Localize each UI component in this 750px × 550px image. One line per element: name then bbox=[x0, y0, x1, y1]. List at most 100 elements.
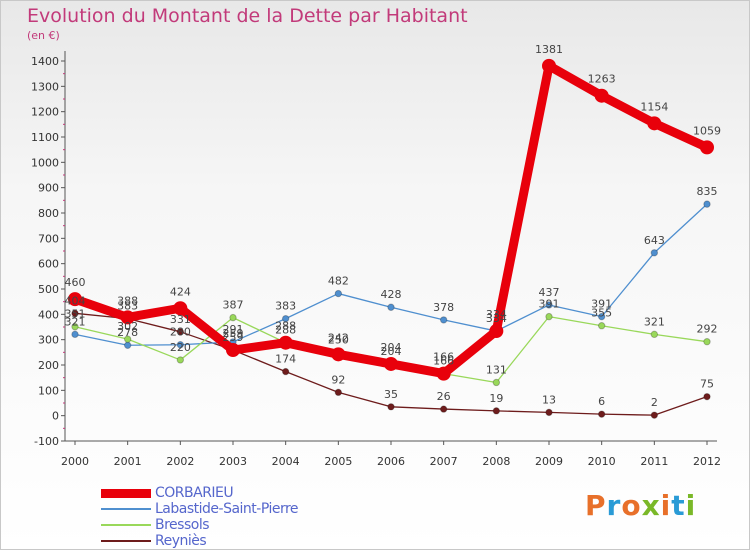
legend-swatch bbox=[101, 524, 151, 526]
data-point bbox=[387, 303, 395, 311]
logo-letter: i bbox=[660, 489, 672, 522]
data-label: 1059 bbox=[693, 124, 721, 137]
data-label: 351 bbox=[65, 308, 86, 321]
data-label: 1263 bbox=[588, 73, 616, 86]
x-tick-label: 2000 bbox=[61, 455, 89, 468]
data-label: 424 bbox=[170, 285, 191, 298]
data-label: 250 bbox=[328, 333, 349, 346]
legend: CORBARIEU Labastide-Saint-Pierre Bressols R… bbox=[101, 485, 299, 549]
data-label: 1381 bbox=[535, 43, 563, 56]
y-tick-label: 800 bbox=[38, 207, 59, 220]
logo-letter: o bbox=[621, 489, 642, 522]
legend-label: Reyniès bbox=[155, 533, 207, 549]
y-tick-label: 300 bbox=[38, 334, 59, 347]
data-point bbox=[278, 335, 293, 350]
data-label: 13 bbox=[542, 393, 556, 406]
data-label: 291 bbox=[223, 323, 244, 336]
x-tick-label: 2009 bbox=[535, 455, 563, 468]
x-tick-label: 2003 bbox=[219, 455, 247, 468]
data-point bbox=[700, 140, 714, 155]
data-point bbox=[123, 341, 132, 349]
data-label: 334 bbox=[486, 312, 507, 325]
data-label: 288 bbox=[275, 320, 296, 333]
data-label: 387 bbox=[223, 299, 244, 312]
legend-label: Labastide-Saint-Pierre bbox=[155, 501, 299, 517]
legend-label: CORBARIEU bbox=[155, 485, 234, 501]
logo-letter: i bbox=[685, 489, 697, 522]
chart-title: Evolution du Montant de la Dette par Hab… bbox=[27, 5, 468, 27]
data-point bbox=[334, 289, 343, 298]
data-point bbox=[71, 309, 79, 318]
data-label: 19 bbox=[489, 392, 503, 405]
data-label: 75 bbox=[700, 378, 714, 391]
x-tick-label: 2004 bbox=[272, 455, 300, 468]
data-point bbox=[545, 312, 553, 321]
data-point bbox=[542, 58, 556, 73]
data-label: 35 bbox=[384, 388, 398, 401]
data-point bbox=[597, 410, 606, 418]
data-point bbox=[123, 335, 132, 343]
data-label: 2 bbox=[651, 396, 658, 409]
data-label: 92 bbox=[331, 373, 345, 386]
data-label: 460 bbox=[65, 276, 86, 289]
data-label: 383 bbox=[275, 300, 296, 313]
data-point bbox=[384, 356, 398, 371]
logo-letter: x bbox=[641, 489, 661, 522]
data-point bbox=[439, 316, 448, 324]
data-label: 166 bbox=[433, 351, 454, 364]
y-tick-label: 700 bbox=[38, 232, 59, 245]
data-label: 6 bbox=[598, 395, 605, 408]
y-tick-label: 200 bbox=[38, 359, 59, 372]
legend-item: Reyniès bbox=[101, 533, 298, 549]
data-label: 391 bbox=[539, 298, 560, 311]
data-label: 334 bbox=[486, 308, 507, 321]
data-label: 437 bbox=[539, 286, 560, 299]
logo-letter: P bbox=[585, 489, 607, 522]
data-label: 482 bbox=[328, 275, 349, 288]
data-label: 1154 bbox=[640, 100, 668, 113]
data-point bbox=[229, 313, 237, 322]
data-point bbox=[176, 356, 185, 364]
data-point bbox=[176, 341, 185, 349]
y-tick-label: 1200 bbox=[31, 106, 59, 119]
data-label: 388 bbox=[117, 294, 138, 307]
data-label: 383 bbox=[117, 300, 138, 313]
y-tick-label: 1400 bbox=[31, 55, 59, 68]
data-label: 259 bbox=[223, 331, 244, 344]
legend-item: Labastide-Saint-Pierre bbox=[101, 501, 299, 517]
data-point bbox=[650, 249, 659, 257]
data-point bbox=[594, 88, 609, 103]
data-point bbox=[176, 328, 185, 336]
y-tick-label: -100 bbox=[34, 435, 59, 448]
data-point bbox=[703, 337, 711, 346]
y-tick-label: 1000 bbox=[31, 156, 59, 169]
data-point bbox=[281, 314, 290, 323]
data-label: 174 bbox=[275, 353, 296, 366]
legend-swatch bbox=[101, 508, 151, 510]
data-point bbox=[120, 310, 135, 325]
data-label: 278 bbox=[117, 326, 138, 339]
x-tick-label: 2007 bbox=[430, 455, 458, 468]
data-label: 643 bbox=[644, 234, 665, 247]
x-tick-label: 2006 bbox=[377, 455, 405, 468]
y-tick-label: 100 bbox=[38, 384, 59, 397]
x-tick-label: 2010 bbox=[588, 455, 616, 468]
data-label: 220 bbox=[170, 341, 191, 354]
data-label: 166 bbox=[433, 355, 454, 368]
legend-swatch bbox=[101, 488, 151, 498]
data-point bbox=[545, 408, 553, 417]
x-tick-label: 2001 bbox=[114, 455, 142, 468]
x-tick-label: 2008 bbox=[482, 455, 510, 468]
data-point bbox=[703, 392, 711, 401]
legend-item: CORBARIEU bbox=[101, 485, 298, 501]
data-label: 292 bbox=[697, 323, 718, 336]
data-label: 321 bbox=[644, 315, 665, 328]
data-point bbox=[597, 322, 606, 330]
data-point bbox=[492, 407, 501, 415]
data-point bbox=[331, 347, 346, 362]
data-point bbox=[173, 301, 188, 316]
data-point bbox=[650, 330, 659, 339]
data-point bbox=[650, 411, 659, 419]
